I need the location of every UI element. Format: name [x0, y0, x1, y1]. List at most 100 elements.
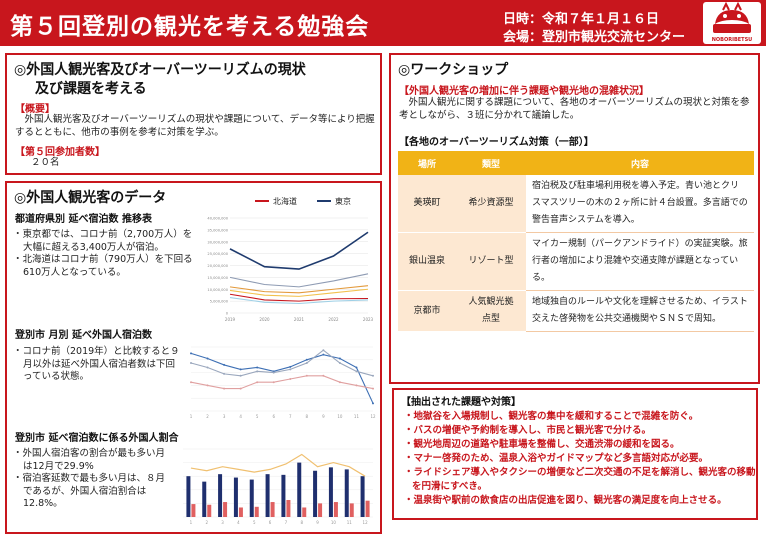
data-point: [190, 381, 192, 384]
issues-list: ・地獄谷を入場規制し、観光客の集中を緩和することで混雑を防ぐ。 ・バスの増便や予…: [404, 410, 756, 508]
data-point: [239, 374, 242, 377]
x-tick-label: 1: [190, 520, 193, 525]
list-item: ・マナー啓発のため、温泉入浴やガイドマップなど多言語対応が必要。: [404, 453, 709, 464]
list-item: ・外国人宿泊客の割合が最も多い月は12月で29.9%: [13, 448, 166, 472]
data-point: [322, 349, 325, 352]
data-point: [206, 384, 209, 387]
data-point: [355, 370, 358, 373]
ratio-line: [190, 453, 366, 477]
bar: [281, 474, 286, 517]
x-tick-label: 1: [190, 414, 193, 419]
foreign-ratio-heading: 登別市 延べ宿泊数に係る外国人割合: [15, 433, 179, 444]
x-tick-label: 7: [289, 414, 292, 419]
x-tick-label: 8: [306, 414, 309, 419]
x-tick-label: 3: [221, 520, 224, 525]
foreign-tourist-data-panel: ◎外国人観光客のデータ 都道府県別 延べ宿泊数 推移表 ・東京都では、コロナ前（…: [5, 181, 382, 534]
y-tick-label: 0: [226, 312, 229, 316]
foreign-ratio-bar-chart: 1 2 3 4 5 6 7 8 9 10 11 12: [183, 448, 373, 525]
data-point: [372, 387, 374, 390]
bar: [286, 500, 291, 517]
col-content: 内容: [526, 151, 754, 175]
participant-count: ２０名: [31, 157, 60, 168]
data-point: [190, 362, 192, 364]
cell-place: 美瑛町: [398, 175, 456, 233]
svg-text:NOBORIBETSU: NOBORIBETSU: [712, 37, 753, 43]
monthly-stays-line-chart: 1 2 3 4 5 6 7 8 9 10 11 12: [190, 346, 376, 419]
data-point: [256, 381, 259, 384]
data-point: [190, 352, 192, 355]
y-tick-label: 30,000,000: [207, 240, 228, 244]
data-point: [289, 368, 292, 371]
cell-place: 銀山温泉: [398, 232, 456, 291]
monthly-stays-heading: 登別市 月別 延べ外国人宿泊数: [15, 330, 152, 341]
bar: [186, 476, 191, 517]
overview-panel: ◎外国人観光客及びオーバーツーリズムの現状 及び課題を考える 【概要】 外国人観…: [5, 53, 382, 175]
overview-title: ◎外国人観光客及びオーバーツーリズムの現状: [14, 62, 306, 78]
noboribetsu-logo-icon: NOBORIBETSU: [703, 2, 761, 44]
series-line: [229, 293, 369, 302]
y-tick-label: 25,000,000: [207, 252, 228, 256]
list-item: ・ライドシェア導入やタクシーの増便など二次交通の不足を解消し、観光客の移動を円滑…: [404, 467, 756, 492]
table-header-row: 場所 類型 内容: [398, 151, 754, 175]
data-point: [256, 370, 259, 373]
data-point: [355, 366, 358, 369]
bar: [238, 507, 243, 517]
data-point: [289, 365, 292, 368]
workshop-title: ◎ワークショップ: [398, 62, 509, 78]
data-point: [372, 374, 374, 377]
bar: [207, 504, 212, 517]
prefecture-stays-heading: 都道府県別 延べ宿泊数 推移表: [15, 214, 152, 225]
legend-label: 東京: [335, 196, 351, 206]
bar: [302, 507, 307, 517]
x-tick-label: 6: [272, 414, 275, 419]
data-point: [206, 357, 209, 360]
x-tick-label: 2022: [328, 317, 339, 322]
monthly-stays-notes: ・コロナ前（2019年）と比較すると９月以外は延べ外国人宿泊者数は下回っている状…: [13, 346, 181, 384]
overtourism-measures-table: 場所 類型 内容 美瑛町 希少資源型 宿泊税及び駐車場利用税を導入予定。青い池と…: [398, 151, 754, 332]
y-tick-label: 20,000,000: [207, 264, 228, 268]
x-tick-label: 8: [300, 520, 303, 525]
y-tick-label: 35,000,000: [207, 228, 228, 232]
bar: [254, 506, 259, 517]
x-tick-label: 4: [237, 520, 240, 525]
data-point: [223, 387, 226, 390]
x-tick-label: 12: [370, 414, 376, 419]
x-tick-label: 3: [223, 414, 226, 419]
legend-label: 北海道: [273, 196, 297, 206]
bar: [223, 502, 228, 517]
x-tick-label: 10: [337, 414, 343, 419]
data-point: [223, 363, 226, 366]
data-point: [338, 381, 341, 384]
bar: [270, 502, 275, 517]
x-tick-label: 2020: [259, 317, 270, 322]
x-tick-label: 11: [354, 414, 360, 419]
workshop-heading: 【外国人観光客の増加に伴う課題や観光地の混雑状況】: [399, 86, 649, 97]
series-line: [190, 375, 374, 390]
series-line: [229, 285, 369, 294]
measures-table-heading: 【各地のオーバーツーリズム対策（一部）】: [399, 137, 594, 148]
series-line: [229, 288, 369, 297]
bar: [265, 474, 270, 517]
cell-content: 地域独自のルールや文化を理解させるため、イラスト交えた啓発物を公共交通機関やＳＮ…: [526, 290, 754, 332]
prefecture-stays-line-chart: 北海道 東京 40,000,000 35,000,000 30,000,000 25,00…: [207, 196, 373, 322]
list-item: ・宿泊客延数で最も多い月は、８月であるが、外国人宿泊割合は12.8%。: [13, 473, 166, 509]
bar: [360, 476, 365, 517]
data-point: [239, 368, 242, 371]
list-item: ・地獄谷を入場規制し、観光客の集中を緩和することで混雑を防ぐ。: [404, 411, 699, 422]
cell-type: 希少資源型: [456, 175, 526, 233]
bar: [328, 467, 333, 517]
x-tick-label: 10: [331, 520, 337, 525]
list-item: ・コロナ前（2019年）と比較すると９月以外は延べ外国人宿泊者数は下回っている状…: [13, 346, 180, 382]
data-point: [338, 362, 341, 364]
table-row: 京都市 人気観光拠点型 地域独自のルールや文化を理解させるため、イラスト交えた啓…: [398, 290, 754, 332]
list-item: ・北海道はコロナ前（790万人）を下回る610万人となっている。: [13, 254, 193, 278]
series-line: [190, 352, 374, 404]
y-tick-label: 15,000,000: [207, 276, 228, 280]
cell-content: マイカー規制（パークアンドライド）の実証実験。旅行者の増加により混雑や交通支障が…: [526, 232, 754, 291]
data-point: [289, 378, 292, 380]
x-tick-label: 5: [256, 414, 259, 419]
data-point: [272, 381, 275, 384]
table-row: 美瑛町 希少資源型 宿泊税及び駐車場利用税を導入予定。青い池とクリスマスツリーの…: [398, 175, 754, 233]
x-tick-label: 6: [269, 520, 272, 525]
col-place: 場所: [398, 151, 456, 175]
